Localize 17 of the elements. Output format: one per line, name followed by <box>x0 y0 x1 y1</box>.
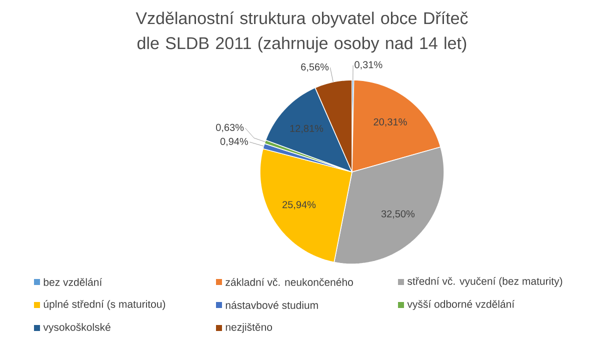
legend-label: bez vzdělání <box>44 278 102 286</box>
legend-label: úplné střední (s maturitou) <box>44 300 166 310</box>
legend-label: nástavbové studium <box>226 301 318 309</box>
data-label: 20,31% <box>374 118 407 127</box>
legend-label: vysokoškolské <box>43 323 110 333</box>
data-label: 0,31% <box>354 61 382 70</box>
data-label: 32,50% <box>381 210 415 219</box>
legend-label: vyšší odborné vzdělání <box>407 300 515 310</box>
data-label: 25,94% <box>282 201 316 210</box>
data-label: 12,81% <box>290 124 324 134</box>
legend-label: nezjištěno <box>226 323 272 333</box>
legend-label: základní vč. neukončeného <box>226 278 353 286</box>
data-label: 6,56% <box>301 63 329 72</box>
data-label: 0,63% <box>216 124 244 132</box>
legend-label: střední vč. vyučení (bez maturity) <box>408 277 562 287</box>
data-label: 0,94% <box>220 138 248 146</box>
chart-title: Vzdělanostní struktura obyvatel obce Dříteč dle SLDB 2011 (zahrnuje osoby nad 14 let) <box>136 12 468 53</box>
